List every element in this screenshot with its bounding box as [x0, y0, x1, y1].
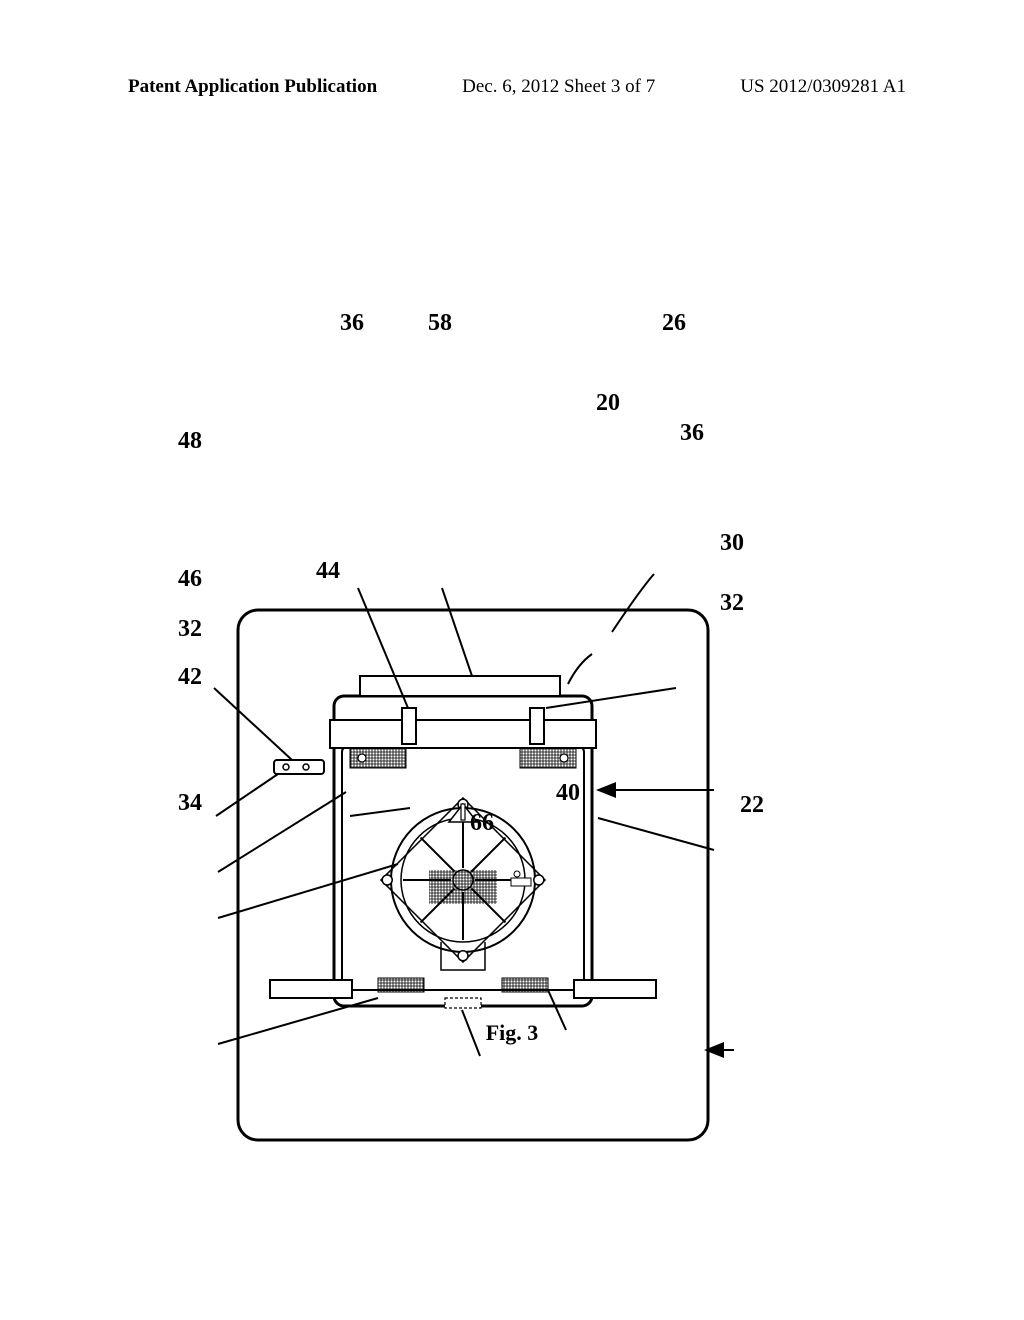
ref-46: 46: [178, 566, 202, 593]
ref-42: 42: [178, 664, 202, 691]
header-center: Dec. 6, 2012 Sheet 3 of 7: [462, 76, 655, 98]
ref-36-right: 36: [680, 420, 704, 447]
ref-32-left: 32: [178, 616, 202, 643]
ref-40: 40: [556, 780, 580, 807]
ref-34: 34: [178, 790, 202, 817]
figure-3: [0, 260, 1024, 1040]
ref-26: 26: [662, 310, 686, 337]
header-right: US 2012/0309281 A1: [740, 76, 906, 98]
ref-48: 48: [178, 428, 202, 455]
ref-66: 66: [470, 810, 494, 837]
ref-36-left: 36: [340, 310, 364, 337]
header-left: Patent Application Publication: [128, 76, 377, 98]
figure-caption: Fig. 3: [0, 1020, 1024, 1046]
ref-30: 30: [720, 530, 744, 557]
ref-58: 58: [428, 310, 452, 337]
ref-44: 44: [316, 558, 340, 585]
ref-22: 22: [740, 792, 764, 819]
ref-20: 20: [596, 390, 620, 417]
page-header: Patent Application Publication Dec. 6, 2…: [0, 76, 1024, 98]
ref-32-right: 32: [720, 590, 744, 617]
